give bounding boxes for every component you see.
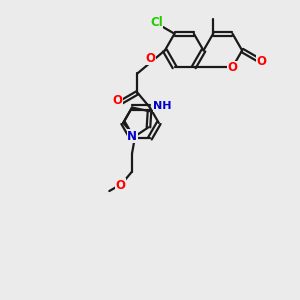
Text: O: O bbox=[227, 61, 238, 74]
Text: Cl: Cl bbox=[150, 16, 163, 28]
Text: O: O bbox=[257, 55, 267, 68]
Text: NH: NH bbox=[154, 101, 172, 111]
Text: N: N bbox=[127, 130, 137, 143]
Text: O: O bbox=[113, 94, 123, 107]
Text: O: O bbox=[115, 179, 125, 192]
Text: O: O bbox=[146, 52, 156, 64]
